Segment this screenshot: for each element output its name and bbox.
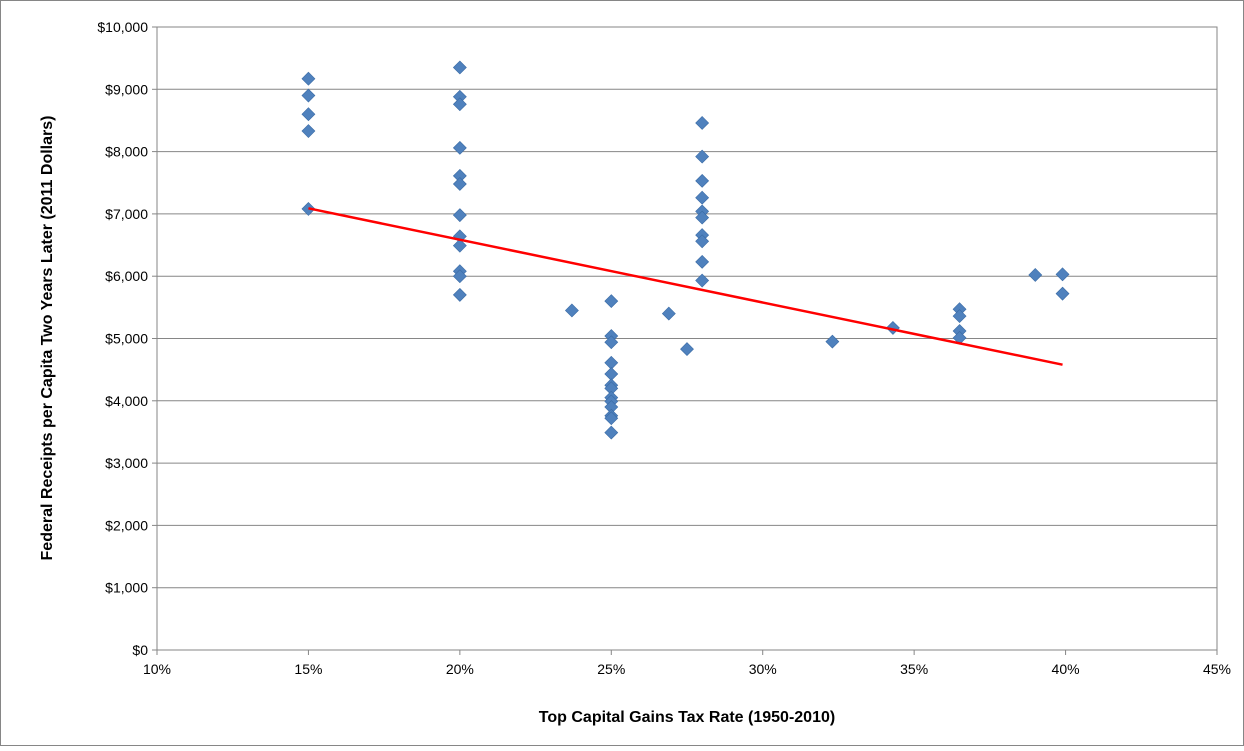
data-point — [452, 177, 467, 191]
y-tick-label: $1,000 — [105, 580, 148, 596]
y-tick-label: $8,000 — [105, 144, 148, 160]
x-tick-label: 10% — [143, 661, 171, 677]
data-point — [695, 190, 710, 205]
y-axis-ticks: $0 $1,000 $2,000 $3,000 $4,000 $5,000 $6,000 $7… — [97, 19, 157, 658]
data-point — [661, 306, 676, 321]
data-point — [452, 140, 467, 155]
data-point — [604, 335, 619, 350]
y-tick-label: $2,000 — [105, 517, 148, 533]
x-tick-label: 20% — [446, 661, 474, 677]
y-tick-label: $0 — [132, 642, 148, 658]
y-tick-label: $5,000 — [105, 331, 148, 347]
data-point — [604, 411, 619, 426]
data-point — [301, 124, 316, 138]
x-tick-label: 35% — [900, 661, 928, 677]
data-point — [452, 238, 467, 253]
x-tick-label: 30% — [749, 661, 777, 677]
data-point — [952, 309, 967, 323]
data-point — [452, 287, 467, 302]
x-tick-label: 45% — [1203, 661, 1231, 677]
y-tick-label: $4,000 — [105, 393, 148, 409]
data-point — [452, 60, 467, 75]
data-point — [452, 208, 467, 223]
data-point — [604, 425, 619, 440]
x-axis-ticks: 10% 15% 20% 25% 30% 35% 40% 45% — [143, 650, 1231, 677]
data-point — [695, 234, 710, 249]
data-point — [1055, 267, 1070, 282]
x-tick-label: 15% — [294, 661, 322, 677]
data-point — [301, 88, 316, 103]
data-point — [695, 173, 710, 188]
data-point — [564, 303, 579, 318]
data-point — [695, 254, 710, 269]
y-tick-label: $6,000 — [105, 268, 148, 284]
data-point — [695, 149, 710, 164]
data-point — [825, 334, 840, 349]
data-point — [452, 269, 467, 284]
data-points — [301, 60, 1070, 440]
y-tick-label: $7,000 — [105, 206, 148, 222]
data-point — [301, 107, 316, 122]
data-point — [695, 273, 710, 288]
data-point — [1028, 268, 1043, 282]
y-tick-label: $9,000 — [105, 81, 148, 97]
x-tick-label: 25% — [597, 661, 625, 677]
data-point — [604, 294, 619, 309]
y-tick-label: $3,000 — [105, 455, 148, 471]
data-point — [301, 71, 316, 86]
data-point — [680, 342, 694, 357]
data-point — [695, 116, 710, 130]
x-axis-title: Top Capital Gains Tax Rate (1950-2010) — [539, 709, 835, 726]
data-point — [695, 210, 710, 225]
data-point — [1055, 286, 1070, 301]
trendline — [308, 207, 1063, 366]
data-point — [452, 97, 467, 112]
y-axis-title: Federal Receipts per Capita Two Years La… — [39, 116, 56, 561]
trendline-layer — [308, 207, 1063, 366]
y-tick-label: $10,000 — [97, 19, 148, 35]
x-tick-label: 40% — [1052, 661, 1080, 677]
